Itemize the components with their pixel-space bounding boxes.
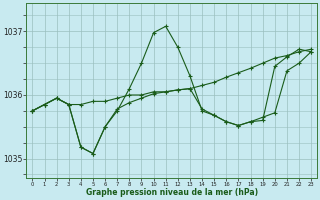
X-axis label: Graphe pression niveau de la mer (hPa): Graphe pression niveau de la mer (hPa) [86, 188, 258, 197]
